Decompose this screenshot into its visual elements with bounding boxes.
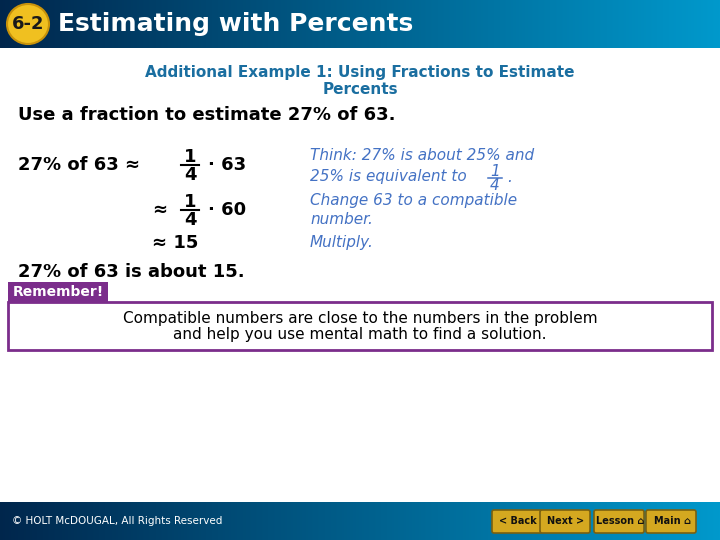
Text: Estimating with Percents: Estimating with Percents	[58, 12, 413, 36]
FancyBboxPatch shape	[492, 510, 542, 533]
Text: Lesson ⌂: Lesson ⌂	[596, 516, 644, 526]
Text: Additional Example 1: Using Fractions to Estimate: Additional Example 1: Using Fractions to…	[145, 64, 575, 79]
Text: 1: 1	[184, 148, 197, 166]
Text: · 63: · 63	[208, 156, 246, 174]
Text: Use a fraction to estimate 27% of 63.: Use a fraction to estimate 27% of 63.	[18, 106, 395, 124]
Text: 27% of 63 ≈: 27% of 63 ≈	[18, 156, 140, 174]
Text: 4: 4	[490, 179, 500, 193]
Text: © HOLT McDOUGAL, All Rights Reserved: © HOLT McDOUGAL, All Rights Reserved	[12, 516, 222, 526]
Text: ≈ 15: ≈ 15	[152, 234, 199, 252]
Text: Remember!: Remember!	[12, 285, 104, 299]
FancyBboxPatch shape	[540, 510, 590, 533]
Text: Multiply.: Multiply.	[310, 235, 374, 251]
Text: 25% is equivalent to: 25% is equivalent to	[310, 170, 467, 185]
Text: 27% of 63 is about 15.: 27% of 63 is about 15.	[18, 263, 245, 281]
Text: and help you use mental math to find a solution.: and help you use mental math to find a s…	[174, 327, 546, 341]
Text: 4: 4	[184, 211, 197, 229]
FancyBboxPatch shape	[646, 510, 696, 533]
Text: · 60: · 60	[208, 201, 246, 219]
Bar	[8, 302, 712, 350]
FancyBboxPatch shape	[594, 510, 644, 533]
Text: number.: number.	[310, 213, 373, 227]
Text: Percents: Percents	[322, 82, 398, 97]
Text: 6-2: 6-2	[12, 15, 44, 33]
Text: 4: 4	[184, 166, 197, 184]
Ellipse shape	[7, 4, 49, 44]
Text: Compatible numbers are close to the numbers in the problem: Compatible numbers are close to the numb…	[122, 310, 598, 326]
Text: .: .	[507, 171, 512, 186]
Text: < Back: < Back	[499, 516, 537, 526]
Bar	[8, 282, 108, 302]
Text: Next >: Next >	[547, 516, 585, 526]
Text: Main ⌂: Main ⌂	[654, 516, 690, 526]
Text: 1: 1	[184, 193, 197, 211]
Text: ≈: ≈	[152, 201, 167, 219]
Text: 1: 1	[490, 164, 500, 179]
Text: Think: 27% is about 25% and: Think: 27% is about 25% and	[310, 148, 534, 164]
Text: Change 63 to a compatible: Change 63 to a compatible	[310, 193, 517, 208]
